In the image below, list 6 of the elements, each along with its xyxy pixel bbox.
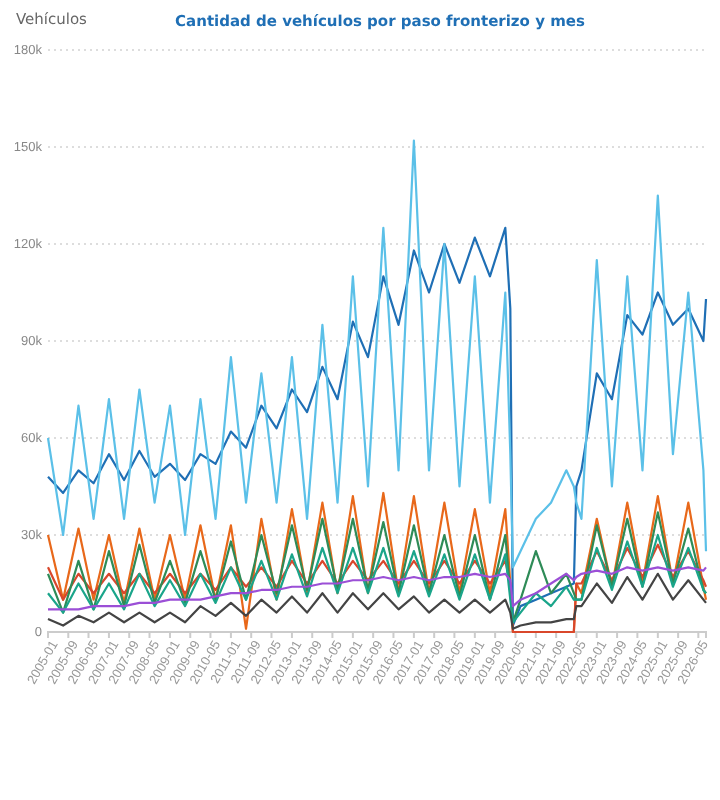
line-series (46, 572, 708, 630)
line-series (46, 226, 708, 627)
line-series (46, 566, 708, 611)
line-series (46, 511, 708, 624)
line-series (46, 491, 708, 634)
line-series (46, 139, 708, 569)
